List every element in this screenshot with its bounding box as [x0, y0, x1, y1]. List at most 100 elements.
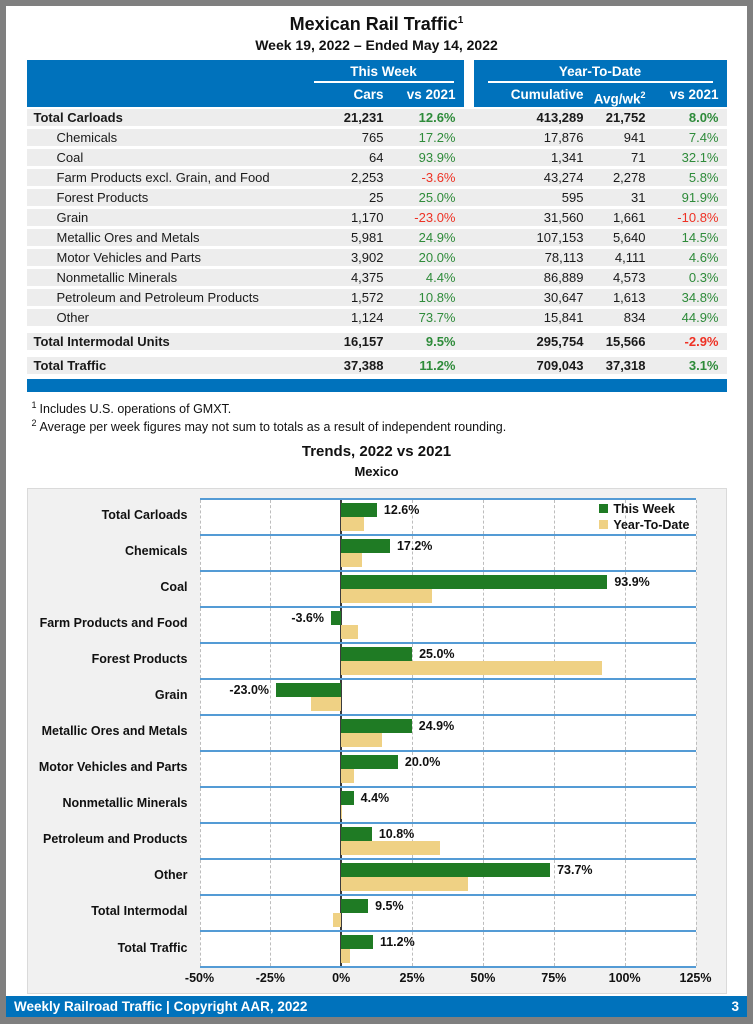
- cars-value: 2,253: [350, 169, 384, 185]
- avgwk-value: 1,613: [612, 289, 646, 305]
- column-gap: [464, 109, 474, 126]
- table-row: Forest Products 25 25.0% 595 31 91.9%: [26, 188, 727, 206]
- this-week-pct-value: 25.0%: [418, 189, 456, 205]
- this-week-pct-value: -3.6%: [421, 169, 456, 185]
- x-tick-label: 125%: [679, 970, 712, 985]
- gridline: [553, 499, 555, 534]
- gridline: [482, 895, 484, 930]
- gridline: [482, 823, 484, 858]
- gridline: [695, 895, 697, 930]
- table-row: Grain 1,170 -23.0% 31,560 1,661 -10.8%: [26, 208, 727, 226]
- chart-subtitle: Mexico: [354, 464, 399, 480]
- column-header-tw-vs2021: vs 2021: [391, 82, 464, 107]
- this-week-pct-value: 20.0%: [418, 249, 456, 265]
- ytd-pct-value: 8.0%: [688, 109, 719, 125]
- bar-value-label: 12.6%: [383, 502, 420, 517]
- traffic-table: This Week Year-To-Date Cars vs 2021 Cumu…: [26, 59, 727, 392]
- bar-value-label: 73.7%: [557, 862, 593, 877]
- chart-band: Total Traffic 11.2%: [28, 929, 726, 968]
- table-bottom-divider: [26, 378, 727, 392]
- bar-value-label: 17.2%: [396, 538, 433, 553]
- gridline: [482, 535, 484, 570]
- row-label: Farm Products excl. Grain, and Food: [56, 169, 270, 185]
- ytd-pct-value: 0.3%: [688, 269, 719, 285]
- table-group-header-row: This Week Year-To-Date: [26, 59, 727, 83]
- category-plot: 9.5%: [199, 893, 697, 930]
- ytd-pct-value: 7.4%: [688, 129, 719, 145]
- cars-value: 25: [369, 189, 384, 205]
- category-label: Total Traffic: [117, 941, 188, 956]
- gridline: [199, 499, 201, 534]
- cumulative-value: 15,841: [543, 309, 584, 325]
- ytd-bar: [341, 876, 469, 891]
- gridline: [199, 643, 201, 678]
- category-plot: 24.9%: [199, 713, 697, 750]
- gridline: [553, 535, 555, 570]
- gridline: [482, 499, 484, 534]
- column-gap: [464, 357, 474, 374]
- avgwk-value: 37,318: [605, 357, 646, 373]
- bar-value-label: 10.8%: [378, 826, 415, 841]
- gridline: [412, 895, 414, 930]
- gridline: [482, 751, 484, 786]
- page-title-text: Mexican Rail Traffic: [289, 14, 458, 34]
- gridline: [199, 751, 201, 786]
- category-label: Grain: [154, 688, 188, 703]
- row-label: Coal: [56, 149, 84, 165]
- gridline: [624, 787, 626, 822]
- x-tick-label: 25%: [399, 970, 425, 985]
- gridline: [412, 499, 414, 534]
- table-header: This Week Year-To-Date Cars vs 2021 Cumu…: [26, 59, 727, 107]
- table-row: Other 1,124 73.7% 15,841 834 44.9%: [26, 308, 727, 326]
- gridline: [199, 823, 201, 858]
- gridline: [624, 643, 626, 678]
- gridline: [624, 931, 626, 966]
- legend-swatch: [599, 520, 609, 530]
- gridline: [199, 859, 201, 894]
- gridline: [412, 535, 414, 570]
- gridline: [270, 715, 272, 750]
- footnote-1: 1 Includes U.S. operations of GMXT.: [28, 400, 726, 416]
- cumulative-value: 413,289: [536, 109, 584, 125]
- category-plot: 20.0%: [199, 749, 697, 786]
- column-header-avgwk-text: Avg/wk: [593, 91, 641, 107]
- category-label: Nonmetallic Minerals: [62, 796, 188, 811]
- footer-text: Weekly Railroad Traffic | Copyright AAR,…: [14, 999, 308, 1014]
- ytd-bar: [341, 840, 440, 855]
- footnote-2-text: Average per week figures may not sum to …: [39, 420, 507, 435]
- row-label: Motor Vehicles and Parts: [56, 249, 202, 265]
- ytd-bar: [341, 732, 383, 747]
- column-gap: [464, 209, 474, 226]
- bar-value-label: -23.0%: [229, 682, 270, 697]
- x-tick-label: -25%: [255, 970, 285, 985]
- legend-entry: This Week: [599, 501, 689, 517]
- bar-value-label: 4.4%: [360, 790, 390, 805]
- gridline: [553, 679, 555, 714]
- gridline: [482, 571, 484, 606]
- chart-plot-area: Total Carloads 12.6% This Week Year-To-Date…: [28, 497, 726, 968]
- column-gap: [464, 229, 474, 246]
- legend-entry: Year-To-Date: [599, 517, 690, 533]
- cumulative-value: 295,754: [536, 333, 584, 349]
- gridline: [270, 895, 272, 930]
- gridline: [695, 535, 697, 570]
- category-plot: 10.8%: [199, 821, 697, 858]
- chart-band: Petroleum and Products 10.8%: [28, 821, 726, 858]
- ytd-pct-value: 91.9%: [681, 189, 719, 205]
- this-week-bar: [341, 790, 354, 805]
- chart-x-axis: -50% -25% 0% 25% 50% 75% 100% 125%: [28, 971, 726, 989]
- gridline: [624, 607, 626, 642]
- ytd-pct-value: 14.5%: [681, 229, 719, 245]
- ytd-pct-value: 3.1%: [688, 357, 719, 373]
- group-header-gap: [463, 59, 474, 83]
- gridline: [412, 751, 414, 786]
- avgwk-value: 941: [623, 129, 646, 145]
- this-week-bar: [341, 646, 413, 661]
- gridline: [553, 607, 555, 642]
- ytd-bar: [341, 588, 433, 603]
- avgwk-value: 4,573: [612, 269, 646, 285]
- gridline: [695, 643, 697, 678]
- category-plot: 12.6% This Week Year-To-Date: [199, 497, 697, 534]
- gridline: [199, 607, 201, 642]
- this-week-pct-value: 4.4%: [425, 269, 456, 285]
